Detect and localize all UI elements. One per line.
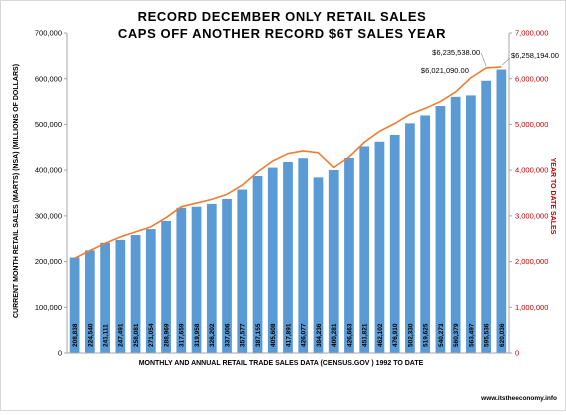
bar-data-label: 271,054 <box>148 323 155 347</box>
right-tick-label: 5,000,000 <box>515 120 548 129</box>
bar-data-label: 563,497 <box>468 323 475 347</box>
bar <box>161 220 171 353</box>
bar <box>389 134 400 353</box>
annotations: $6,021,090.00 $6,235,538.00 $6,258,194.00 <box>421 48 559 75</box>
annotation-leader <box>502 57 511 66</box>
bar <box>130 235 141 353</box>
annotation-label: $6,258,194.00 <box>511 51 559 60</box>
bar-data-label: 319,958 <box>194 323 201 347</box>
bar <box>252 176 263 353</box>
left-tick-label: 600,000 <box>35 74 62 83</box>
bar <box>267 167 278 353</box>
bar <box>374 141 385 353</box>
bar-series <box>69 69 507 354</box>
chart-subtitle: CAPS OFF ANOTHER RECORD $6T SALES YEAR <box>118 26 446 41</box>
bar-data-label: 400,281 <box>331 323 338 347</box>
left-axis: 0 100,000 200,000 300,000 400,000 500,000 600,… <box>35 29 68 358</box>
bar-data-label: 317,659 <box>179 323 186 347</box>
bar-data-label: 247,491 <box>118 323 125 347</box>
y2-axis-title: YEAR TO DATE SALES <box>549 158 556 235</box>
bar-data-label: 258,081 <box>133 323 140 347</box>
left-tick-label: 700,000 <box>35 29 62 38</box>
bar-data-label: 405,608 <box>270 323 277 347</box>
bar-data-label: 595,536 <box>484 323 491 347</box>
annotation-label: $6,235,538.00 <box>432 48 480 57</box>
bar-data-label: 224,540 <box>87 323 94 347</box>
bar <box>450 96 461 353</box>
annotation-label: $6,021,090.00 <box>421 66 469 75</box>
source-label: www.itstheeconomy.info <box>480 395 557 402</box>
bar <box>84 250 95 353</box>
bar-data-label: 462,102 <box>377 323 384 347</box>
bar <box>191 206 202 353</box>
bar <box>420 115 431 354</box>
left-tick-label: 300,000 <box>35 211 62 220</box>
right-tick-label: 1,000,000 <box>515 303 548 312</box>
right-tick-label: 4,000,000 <box>515 166 548 175</box>
chart-title: RECORD DECEMBER ONLY RETAIL SALES <box>138 9 427 24</box>
right-axis: 0 1,000,000 2,000,000 3,000,000 4,000,000 5,0… <box>508 29 548 358</box>
bar <box>344 157 354 353</box>
right-tick-label: 7,000,000 <box>515 29 548 38</box>
bar <box>176 207 187 353</box>
bar <box>435 106 446 354</box>
bar <box>237 189 248 353</box>
bar-data-label: 241,111 <box>103 324 110 347</box>
annotation-leader <box>480 52 487 67</box>
right-tick-label: 3,000,000 <box>515 211 548 220</box>
bar <box>405 123 415 353</box>
bar-data-label: 384,236 <box>316 323 323 347</box>
bar-data-label: 560,379 <box>453 323 460 347</box>
bar-data-label: 208,838 <box>72 323 79 347</box>
left-tick-label: 400,000 <box>35 166 62 175</box>
line-series <box>74 66 502 260</box>
bar-data-label: 519,625 <box>423 323 430 347</box>
ytd-line <box>74 66 502 260</box>
bar-data-label: 451,821 <box>362 323 369 347</box>
left-tick-label: 0 <box>58 349 62 358</box>
bar-data-label: 502,330 <box>407 323 414 347</box>
bar <box>69 257 80 353</box>
right-tick-label: 0 <box>515 349 519 358</box>
bar <box>496 69 507 354</box>
bar-data-label: 426,663 <box>346 323 353 347</box>
y-axis-title: CURRENT MONTH RETAIL SALES (MARTS) (NSA)… <box>13 64 20 318</box>
bar-data-label: 620,036 <box>499 323 506 347</box>
bar-labels: 208,838 224,540 241,111 247,491 258,081 271,0… <box>72 323 506 347</box>
bar <box>145 229 156 353</box>
bar <box>359 146 370 353</box>
bar-data-label: 417,891 <box>285 323 292 347</box>
bar <box>206 203 217 353</box>
bar <box>115 239 126 353</box>
right-tick-label: 6,000,000 <box>515 74 548 83</box>
left-tick-label: 100,000 <box>35 303 62 312</box>
right-tick-label: 2,000,000 <box>515 257 548 266</box>
bar <box>298 158 309 353</box>
bar <box>222 198 232 353</box>
bar <box>313 177 324 353</box>
x-axis-title: MONTHLY AND ANNUAL RETAIL TRADE SALES DA… <box>139 360 424 367</box>
bar-data-label: 288,969 <box>163 323 170 347</box>
bar <box>100 242 110 353</box>
bar-data-label: 337,006 <box>224 323 231 347</box>
left-tick-label: 200,000 <box>35 257 62 266</box>
bar <box>283 161 293 353</box>
left-tick-label: 500,000 <box>35 120 62 129</box>
bar-data-label: 540,273 <box>438 323 445 347</box>
bar-data-label: 387,155 <box>255 323 262 347</box>
bar <box>481 80 492 353</box>
bar-data-label: 357,577 <box>240 323 247 347</box>
bar <box>466 95 476 354</box>
bar-data-label: 326,202 <box>209 323 216 347</box>
bar <box>328 170 339 353</box>
bar-data-label: 426,077 <box>301 323 308 347</box>
bar-data-label: 476,910 <box>392 323 399 347</box>
